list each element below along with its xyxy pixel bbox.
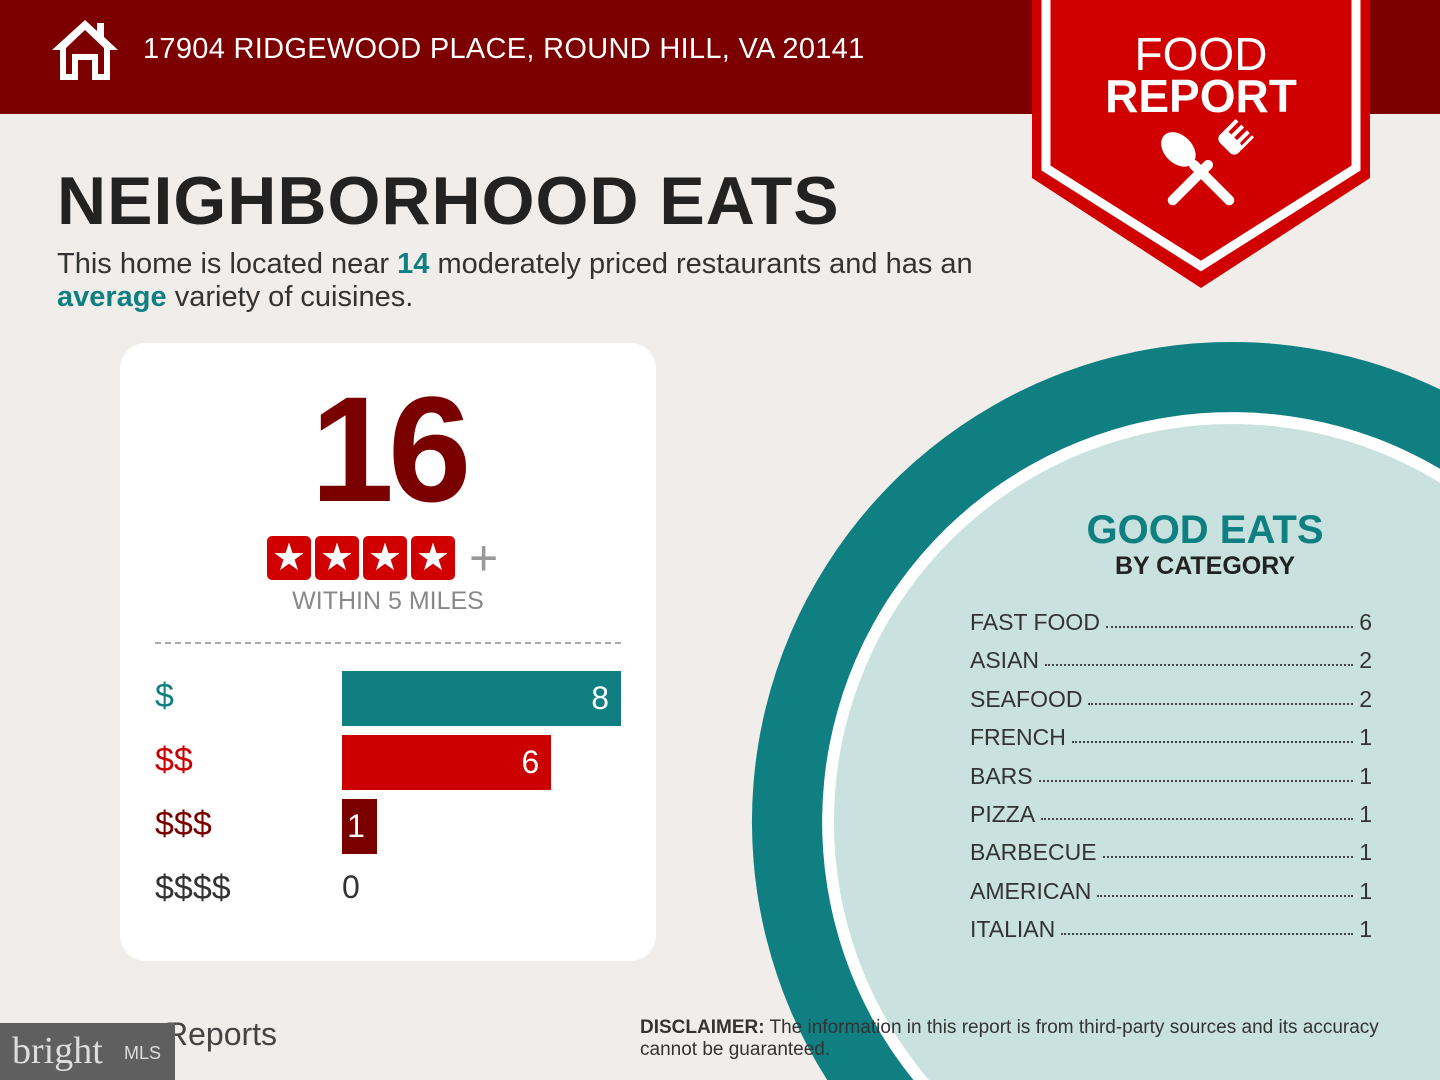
category-count: 1 (1359, 916, 1372, 943)
category-name: ITALIAN (970, 916, 1056, 943)
category-name: ASIAN (970, 647, 1040, 674)
address: 17904 RIDGEWOOD PLACE, ROUND HILL, VA 20… (143, 33, 865, 65)
category-row: SEAFOOD 2 (970, 686, 1372, 713)
dot-leader (1097, 894, 1354, 897)
radius-label: WITHIN 5 MILES (292, 587, 484, 615)
home-icon (52, 20, 118, 80)
price-label: $$$$ (155, 869, 231, 907)
star-icon: ★ (315, 536, 359, 580)
price-label: $$ (155, 741, 193, 779)
badge-line1: FOOD (1134, 28, 1268, 80)
category-row: AMERICAN 1 (970, 878, 1372, 905)
price-row: $8 (155, 671, 621, 726)
plus-sign: + (469, 530, 499, 586)
price-bar: 8 (342, 671, 621, 726)
plate-center (833, 423, 1440, 1080)
category-row: ITALIAN 1 (970, 916, 1372, 943)
restaurant-count-card: 16 ★ ★ ★ ★ + WITHIN 5 MILES $8 $$ 6 $$$ 1 $$$… (120, 343, 656, 961)
category-name: BARS (970, 762, 1033, 789)
dot-leader (1045, 664, 1354, 667)
dot-leader (1088, 702, 1354, 705)
category-count: 1 (1359, 724, 1372, 751)
good-eats-title: GOOD EATS (1086, 508, 1324, 552)
category-name: BARBECUE (970, 839, 1097, 866)
price-row: $$ 6 (155, 735, 621, 790)
price-label: $ (155, 677, 174, 715)
category-name: AMERICAN (970, 877, 1092, 904)
category-row: FRENCH 1 (970, 724, 1372, 751)
star-icon: ★ (411, 536, 455, 580)
category-count: 1 (1359, 801, 1372, 827)
price-bar-value: 0 (342, 869, 360, 905)
price-row: $$$$ 0 (155, 863, 621, 918)
category-row: ASIAN 2 (970, 647, 1372, 674)
category-name: FAST FOOD (970, 609, 1100, 635)
dot-leader (1102, 856, 1354, 859)
category-row: FAST FOOD 6 (970, 609, 1372, 636)
spoon-fork-icon (1161, 118, 1255, 206)
category-row: BARBECUE 1 (970, 839, 1372, 866)
reports-logo-text: Reports (165, 1016, 278, 1052)
price-bar: 6 (342, 735, 552, 790)
price-label: $$$ (155, 805, 212, 843)
dot-leader (1071, 741, 1354, 744)
category-row: PIZZA 1 (970, 801, 1372, 828)
badge-line2: REPORT (1105, 70, 1297, 122)
category-count: 6 (1359, 609, 1372, 635)
price-bar: 1 (342, 799, 377, 854)
category-name: PIZZA (970, 801, 1036, 827)
star-icon: ★ (363, 536, 407, 580)
category-count: 1 (1359, 839, 1372, 866)
dot-leader (1061, 933, 1354, 936)
category-count: 1 (1359, 762, 1372, 789)
category-count: 2 (1359, 647, 1372, 674)
category-row: BARS 1 (970, 763, 1372, 790)
restaurant-count: 16 (310, 365, 472, 533)
food-report-badge (1032, 0, 1370, 288)
star-rating: ★ ★ ★ ★ + (267, 529, 498, 587)
good-eats-subtitle: BY CATEGORY (1114, 552, 1296, 580)
category-count: 1 (1359, 877, 1372, 904)
bright-mls-logo: bright MLS (0, 1023, 175, 1080)
dot-leader (1038, 779, 1354, 782)
divider (155, 642, 621, 644)
price-row: $$$ 1 (155, 799, 621, 854)
dot-leader (1041, 818, 1354, 820)
category-name: SEAFOOD (970, 685, 1083, 712)
star-icon: ★ (267, 536, 311, 580)
summary: This home is located near 14 moderately … (57, 248, 973, 313)
dot-leader (1105, 626, 1354, 628)
disclaimer: DISCLAIMER: The information in this repo… (640, 1017, 1379, 1060)
page-title: NEIGHBORHOOD EATS (57, 163, 840, 239)
category-count: 2 (1359, 685, 1372, 712)
category-name: FRENCH (970, 724, 1066, 751)
